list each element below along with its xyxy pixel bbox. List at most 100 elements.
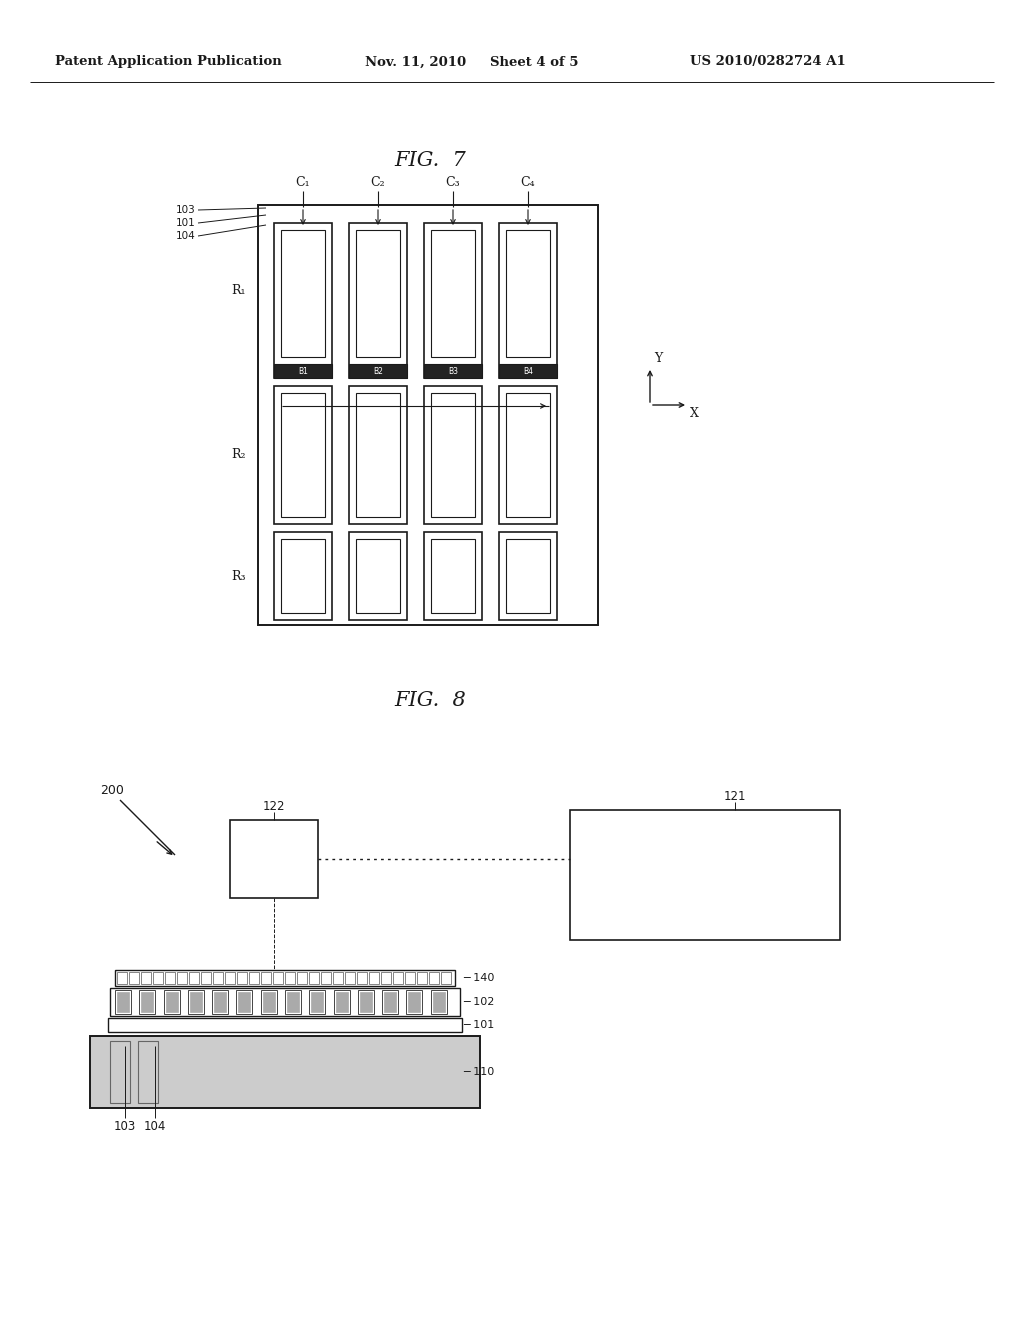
Text: 122: 122	[263, 800, 286, 813]
Text: ─ 110: ─ 110	[463, 1067, 495, 1077]
Text: ─ 101: ─ 101	[463, 1020, 495, 1030]
Bar	[274, 364, 332, 378]
Bar	[407, 990, 423, 1014]
Bar	[281, 230, 325, 356]
Bar	[393, 972, 403, 983]
Bar	[356, 539, 400, 612]
Bar	[285, 990, 301, 1014]
Bar	[237, 990, 253, 1014]
Bar	[261, 990, 276, 1014]
Text: US 2010/0282724 A1: US 2010/0282724 A1	[690, 55, 846, 69]
Text: 101: 101	[176, 218, 196, 228]
Text: 200: 200	[100, 784, 124, 796]
Bar	[369, 972, 379, 983]
Bar	[153, 972, 163, 983]
Text: FIG.  7: FIG. 7	[394, 150, 466, 169]
Text: B4: B4	[523, 367, 534, 375]
Bar	[214, 993, 226, 1012]
Text: Patent Application Publication: Patent Application Publication	[55, 55, 282, 69]
Bar	[381, 972, 391, 983]
Bar	[274, 223, 332, 378]
Text: 103: 103	[176, 205, 196, 215]
Text: R₃: R₃	[231, 569, 246, 582]
Bar	[166, 993, 177, 1012]
Bar	[281, 539, 325, 612]
Bar	[499, 532, 557, 620]
Bar	[281, 393, 325, 517]
Bar	[424, 223, 482, 378]
Bar	[382, 990, 398, 1014]
Bar	[429, 972, 439, 983]
Bar	[321, 972, 331, 983]
Bar	[110, 987, 460, 1016]
Bar	[506, 539, 550, 612]
Bar	[141, 993, 154, 1012]
Bar	[177, 972, 187, 983]
Bar	[384, 993, 396, 1012]
Bar	[424, 385, 482, 524]
Bar	[345, 972, 355, 983]
Bar	[164, 990, 179, 1014]
Text: Nov. 11, 2010: Nov. 11, 2010	[365, 55, 466, 69]
Bar	[263, 993, 274, 1012]
Text: Y: Y	[654, 352, 663, 366]
Bar	[237, 972, 247, 983]
Text: ─ 140: ─ 140	[463, 973, 495, 983]
Bar	[273, 972, 283, 983]
Bar	[90, 1036, 480, 1107]
Bar	[357, 990, 374, 1014]
Text: C₃: C₃	[445, 177, 461, 190]
Text: X: X	[690, 407, 698, 420]
Text: 121: 121	[724, 789, 746, 803]
Bar	[499, 385, 557, 524]
Bar	[165, 972, 175, 983]
Text: C₂: C₂	[371, 177, 385, 190]
Text: R₂: R₂	[231, 449, 246, 462]
Bar	[570, 810, 840, 940]
Bar	[115, 990, 131, 1014]
Bar	[309, 972, 319, 983]
Bar	[309, 990, 326, 1014]
Bar	[506, 393, 550, 517]
Bar	[431, 539, 475, 612]
Bar	[261, 972, 271, 983]
Text: B3: B3	[449, 367, 458, 375]
Bar	[349, 364, 407, 378]
Bar	[189, 993, 202, 1012]
Bar	[230, 820, 318, 898]
Bar	[409, 993, 421, 1012]
Bar	[334, 990, 349, 1014]
Bar	[187, 990, 204, 1014]
Text: 104: 104	[143, 1119, 166, 1133]
Bar	[297, 972, 307, 983]
Bar	[213, 972, 223, 983]
Text: C₄: C₄	[520, 177, 536, 190]
Bar	[274, 385, 332, 524]
Bar	[115, 970, 455, 986]
Text: C₁: C₁	[296, 177, 310, 190]
Text: B1: B1	[298, 367, 308, 375]
Bar	[499, 223, 557, 378]
Bar	[349, 223, 407, 378]
Bar	[139, 990, 156, 1014]
Bar	[249, 972, 259, 983]
Bar	[499, 364, 557, 378]
Bar	[433, 993, 444, 1012]
Bar	[108, 1018, 462, 1032]
Bar	[117, 993, 129, 1012]
Text: FIG.  8: FIG. 8	[394, 690, 466, 710]
Bar	[406, 972, 415, 983]
Bar	[138, 1041, 158, 1104]
Bar	[274, 532, 332, 620]
Bar	[359, 993, 372, 1012]
Bar	[333, 972, 343, 983]
Bar	[431, 393, 475, 517]
Text: R₁: R₁	[231, 284, 246, 297]
Bar	[336, 993, 347, 1012]
Text: Sheet 4 of 5: Sheet 4 of 5	[490, 55, 579, 69]
Bar	[117, 972, 127, 983]
Bar	[357, 972, 367, 983]
Bar	[189, 972, 199, 983]
Text: 103: 103	[114, 1119, 136, 1133]
Bar	[441, 972, 451, 983]
